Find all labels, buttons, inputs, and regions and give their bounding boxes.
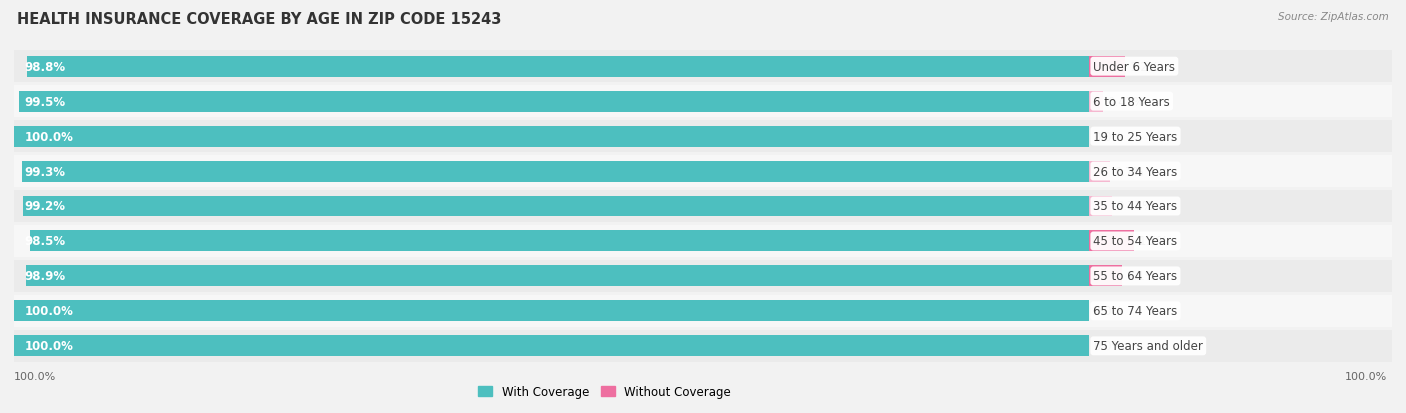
Bar xyxy=(14,260,1088,292)
Text: 99.3%: 99.3% xyxy=(25,165,66,178)
Legend: With Coverage, Without Coverage: With Coverage, Without Coverage xyxy=(474,381,735,403)
Text: 99.2%: 99.2% xyxy=(25,200,66,213)
Bar xyxy=(30,231,1088,252)
Bar xyxy=(27,57,1088,78)
Text: 65 to 74 Years: 65 to 74 Years xyxy=(1094,305,1178,318)
Text: 100.0%: 100.0% xyxy=(1346,371,1388,381)
Bar xyxy=(1088,295,1392,327)
Bar xyxy=(25,266,1088,287)
Bar xyxy=(1088,91,1104,112)
Text: 98.5%: 98.5% xyxy=(25,235,66,248)
Text: 1.5%: 1.5% xyxy=(1139,235,1168,248)
Text: 100.0%: 100.0% xyxy=(25,130,73,143)
Text: 0.0%: 0.0% xyxy=(1094,130,1123,143)
Bar xyxy=(14,51,1088,83)
Text: Source: ZipAtlas.com: Source: ZipAtlas.com xyxy=(1278,12,1389,22)
Text: 1.1%: 1.1% xyxy=(1126,270,1157,283)
Bar xyxy=(14,126,1088,147)
Text: 0.0%: 0.0% xyxy=(1094,305,1123,318)
Bar xyxy=(14,156,1088,188)
Text: 98.9%: 98.9% xyxy=(25,270,66,283)
Bar xyxy=(1088,260,1392,292)
Bar xyxy=(20,91,1088,112)
Text: 99.5%: 99.5% xyxy=(25,95,66,108)
Text: 1.2%: 1.2% xyxy=(1130,61,1160,74)
Bar xyxy=(22,196,1088,217)
Text: 75 Years and older: 75 Years and older xyxy=(1094,339,1204,352)
Text: Under 6 Years: Under 6 Years xyxy=(1094,61,1175,74)
Bar xyxy=(1088,225,1392,257)
Bar xyxy=(1088,121,1392,153)
Bar xyxy=(1088,86,1392,118)
Bar xyxy=(14,330,1088,362)
Text: 100.0%: 100.0% xyxy=(25,305,73,318)
Bar xyxy=(1088,156,1392,188)
Text: 26 to 34 Years: 26 to 34 Years xyxy=(1094,165,1178,178)
Text: HEALTH INSURANCE COVERAGE BY AGE IN ZIP CODE 15243: HEALTH INSURANCE COVERAGE BY AGE IN ZIP … xyxy=(17,12,502,27)
Text: 0.77%: 0.77% xyxy=(1116,200,1154,213)
Bar xyxy=(14,301,1088,322)
Bar xyxy=(1088,266,1122,287)
Text: 100.0%: 100.0% xyxy=(14,371,56,381)
Text: 45 to 54 Years: 45 to 54 Years xyxy=(1094,235,1177,248)
Bar xyxy=(14,86,1088,118)
Bar xyxy=(14,121,1088,153)
Text: 0.47%: 0.47% xyxy=(1108,95,1144,108)
Bar xyxy=(21,161,1088,182)
Bar xyxy=(1088,51,1392,83)
Text: 35 to 44 Years: 35 to 44 Years xyxy=(1094,200,1177,213)
Text: 6 to 18 Years: 6 to 18 Years xyxy=(1094,95,1170,108)
Text: 0.7%: 0.7% xyxy=(1115,165,1144,178)
Bar xyxy=(1088,196,1112,217)
Bar xyxy=(1088,330,1392,362)
Text: 98.8%: 98.8% xyxy=(25,61,66,74)
Bar xyxy=(1088,57,1125,78)
Bar xyxy=(14,295,1088,327)
Bar xyxy=(1088,231,1135,252)
Bar xyxy=(14,335,1088,356)
Text: 19 to 25 Years: 19 to 25 Years xyxy=(1094,130,1178,143)
Bar xyxy=(14,225,1088,257)
Bar xyxy=(14,190,1088,223)
Bar xyxy=(1088,190,1392,223)
Text: 100.0%: 100.0% xyxy=(25,339,73,352)
Bar xyxy=(1088,161,1109,182)
Text: 55 to 64 Years: 55 to 64 Years xyxy=(1094,270,1177,283)
Text: 0.0%: 0.0% xyxy=(1094,339,1123,352)
